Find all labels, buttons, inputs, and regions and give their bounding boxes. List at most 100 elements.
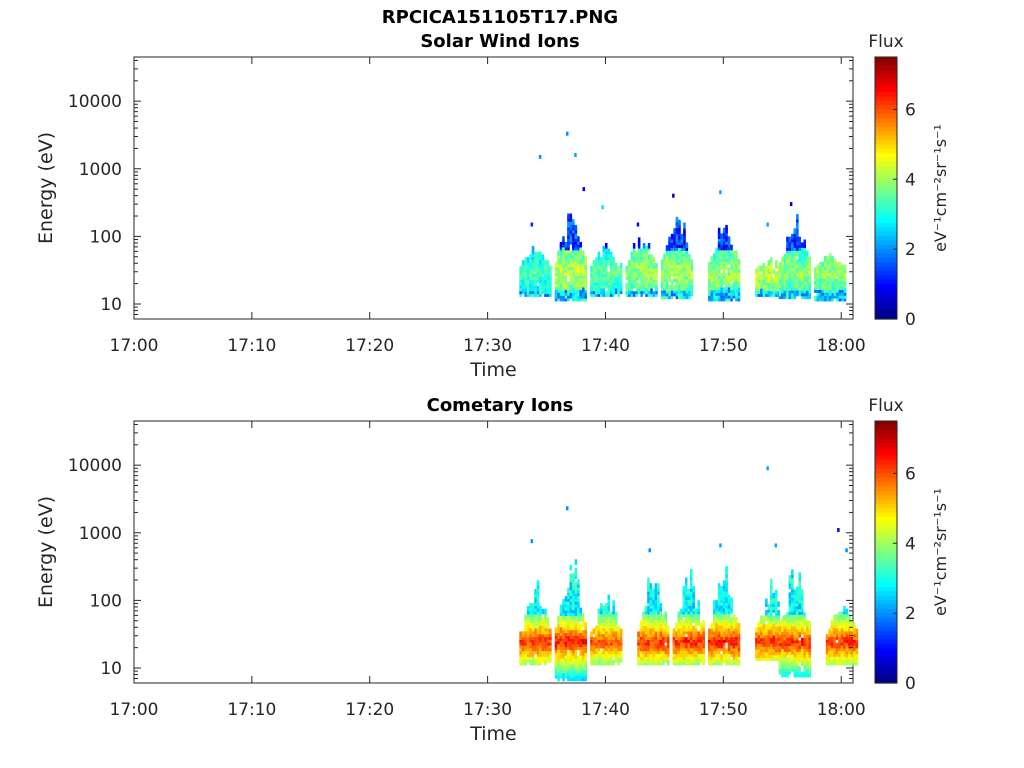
data-cell: [829, 270, 832, 276]
colorbar-segment: [875, 240, 897, 246]
data-cell: [720, 273, 723, 279]
data-cell: [793, 609, 797, 615]
data-cell: [650, 280, 653, 286]
data-cell: [727, 631, 731, 637]
data-cell: [529, 648, 532, 655]
data-cell: [680, 622, 683, 629]
data-cell: [798, 654, 801, 661]
data-cell: [546, 274, 550, 280]
data-cell: [788, 609, 792, 615]
data-cell: [572, 233, 575, 239]
data-cell: [524, 634, 527, 640]
data-cell: [735, 253, 738, 259]
data-cell: [549, 657, 552, 663]
data-cell: [577, 604, 580, 611]
data-cell: [690, 583, 693, 589]
data-cell: [808, 262, 811, 268]
data-cell: [798, 265, 801, 271]
data-cell: [710, 648, 713, 655]
data-cell: [605, 277, 608, 283]
data-cell: [579, 247, 582, 254]
data-cell: [683, 262, 686, 268]
data-cell: [803, 671, 806, 678]
data-cell: [786, 273, 789, 280]
data-cell: [559, 267, 563, 273]
data-cell: [597, 634, 601, 640]
data-cell: [848, 622, 851, 629]
data-cell: [605, 625, 608, 632]
data-cell: [574, 573, 578, 579]
data-cell: [654, 611, 658, 618]
data-cell: [796, 637, 799, 644]
data-cell: [720, 597, 723, 603]
data-cell: [836, 261, 839, 268]
data-cell: [845, 622, 849, 629]
data-cell: [564, 261, 568, 268]
y-tick-label: 10000: [68, 456, 122, 476]
data-cell: [722, 640, 726, 646]
data-cell: [592, 640, 596, 646]
data-cell: [737, 648, 741, 655]
outlier-cell: [530, 222, 534, 227]
data-cell: [534, 251, 537, 258]
data-cell: [755, 268, 758, 275]
data-cell: [767, 260, 770, 266]
data-cell: [554, 276, 558, 282]
data-cell: [642, 277, 646, 283]
data-cell: [637, 282, 641, 289]
data-cell: [652, 631, 655, 637]
data-cell: [678, 219, 681, 226]
data-cell: [526, 277, 530, 283]
data-cell: [725, 654, 728, 660]
data-cell: [574, 559, 578, 565]
data-cell: [628, 280, 631, 286]
data-cell: [819, 270, 822, 276]
data-cell: [732, 261, 736, 268]
data-cell: [777, 632, 780, 639]
data-cell: [793, 242, 797, 248]
data-cell: [649, 605, 653, 612]
data-cell: [777, 635, 780, 641]
data-cell: [683, 256, 686, 263]
data-cell: [777, 641, 780, 647]
colorbar-segment: [875, 565, 897, 571]
data-cell: [577, 270, 580, 276]
data-cell: [793, 626, 797, 632]
data-cell: [688, 253, 691, 260]
data-cell: [562, 644, 565, 650]
data-cell: [678, 265, 681, 271]
data-cell: [640, 260, 643, 266]
data-cell: [762, 618, 766, 624]
data-cell: [657, 640, 660, 646]
data-cell: [687, 648, 690, 655]
data-cell: [526, 642, 530, 649]
data-cell: [521, 277, 525, 283]
data-cell: [531, 657, 535, 663]
data-cell: [602, 634, 605, 640]
data-cell: [727, 622, 731, 629]
data-cell: [610, 260, 613, 266]
data-cell: [592, 648, 596, 655]
data-cell: [584, 647, 587, 653]
data-cell: [612, 648, 615, 655]
data-cell: [579, 264, 582, 271]
data-cell: [662, 617, 665, 623]
data-cell: [845, 648, 849, 655]
data-cell: [569, 667, 573, 673]
data-cell: [722, 605, 726, 612]
colorbar-segment: [875, 236, 897, 241]
data-cell: [549, 288, 552, 295]
data-cell: [607, 648, 610, 655]
data-cell: [597, 625, 601, 632]
data-cell: [541, 608, 545, 615]
data-cell: [605, 254, 608, 260]
data-cell: [557, 250, 560, 256]
data-cell: [577, 258, 580, 265]
data-cell: [803, 276, 806, 283]
data-cell: [725, 574, 728, 581]
data-cell: [737, 622, 741, 629]
data-cell: [660, 282, 664, 288]
data-cell: [803, 273, 806, 280]
data-cell: [838, 640, 841, 646]
data-cell: [710, 654, 713, 660]
